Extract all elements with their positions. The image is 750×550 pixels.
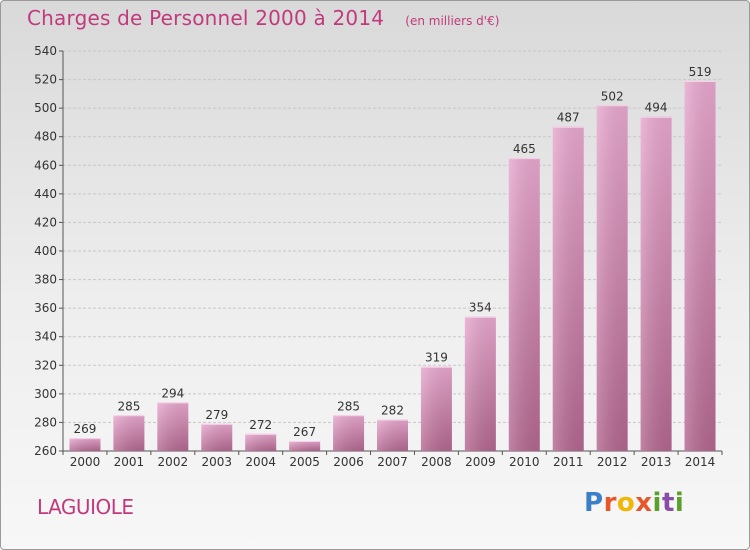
- logo-letter: o: [616, 488, 636, 518]
- logo-letter: r: [603, 488, 617, 518]
- data-label: 319: [425, 351, 448, 365]
- data-label: 354: [469, 301, 492, 315]
- bar-layer: [69, 81, 716, 452]
- logo-letter: P: [584, 488, 604, 518]
- x-tick-label: 2004: [245, 455, 276, 469]
- x-tick-label: 2014: [685, 455, 716, 469]
- bar-shade: [157, 402, 189, 451]
- x-tick-label: 2009: [465, 455, 496, 469]
- y-tick-label: 480: [34, 130, 57, 144]
- data-label: 272: [249, 418, 272, 432]
- bar-shade: [684, 81, 716, 451]
- bar-shade: [377, 419, 408, 451]
- label-layer: 2000 269 2001 285 2002 294 2003 279 2004 272 2005 2…: [70, 65, 716, 469]
- data-label: 465: [513, 142, 536, 156]
- bar-shade: [245, 433, 277, 451]
- x-tick-label: 2010: [509, 455, 540, 469]
- y-tick-label: 420: [34, 215, 57, 229]
- y-tick-label: 520: [34, 73, 57, 87]
- data-label: 285: [337, 399, 360, 413]
- bar-shade: [69, 438, 101, 451]
- x-tick-label: 2006: [333, 455, 364, 469]
- data-label: 269: [74, 422, 97, 436]
- x-tick-label: 2007: [377, 455, 408, 469]
- y-tick-label: 540: [34, 44, 57, 58]
- data-label: 519: [689, 65, 712, 79]
- data-label: 282: [381, 404, 404, 418]
- data-label: 487: [557, 111, 580, 125]
- bar-shade: [333, 415, 365, 451]
- bar-shade: [113, 415, 145, 451]
- y-tick-label: 400: [34, 244, 57, 258]
- y-tick-label: 380: [34, 273, 57, 287]
- bar-shade: [508, 158, 540, 451]
- x-tick-label: 2012: [597, 455, 628, 469]
- data-label: 267: [293, 425, 316, 439]
- commune-name: LAGUIOLE: [37, 495, 134, 519]
- x-tick-label: 2008: [421, 455, 452, 469]
- bar-shade: [201, 423, 233, 451]
- y-tick-label: 360: [34, 301, 57, 315]
- x-tick-label: 2005: [289, 455, 320, 469]
- chart-title: Charges de Personnel 2000 à 2014: [27, 6, 385, 30]
- y-tick-label: 460: [34, 158, 57, 172]
- data-label: 502: [601, 89, 624, 103]
- logo-letter: i: [674, 488, 685, 518]
- axis-layer: 260 280 300 320 340 360 380 400 420 440 460 480 500 5…: [34, 44, 723, 458]
- x-tick-label: 2011: [553, 455, 584, 469]
- x-tick-label: 2000: [70, 455, 101, 469]
- data-label: 279: [205, 408, 228, 422]
- proxiti-logo: Proxiti: [584, 488, 684, 518]
- bar-shade: [289, 441, 321, 451]
- y-tick-label: 500: [34, 101, 57, 115]
- bar-shade: [464, 316, 496, 451]
- logo-letter: x: [635, 488, 653, 518]
- bar-shade: [420, 366, 452, 451]
- x-tick-label: 2002: [158, 455, 189, 469]
- y-tick-label: 260: [34, 444, 57, 458]
- y-tick-label: 440: [34, 187, 57, 201]
- y-tick-label: 320: [34, 358, 57, 372]
- chart-subtitle: (en milliers d'€): [405, 14, 500, 28]
- bar-shade: [596, 105, 628, 452]
- logo-letter: i: [652, 488, 662, 518]
- y-tick-label: 300: [34, 387, 57, 401]
- data-label: 294: [161, 386, 184, 400]
- title-row: Charges de Personnel 2000 à 2014 (en mil…: [27, 6, 499, 30]
- y-tick-label: 280: [34, 415, 57, 429]
- data-label: 285: [117, 399, 140, 413]
- bar-shade: [552, 126, 584, 451]
- x-tick-label: 2003: [201, 455, 232, 469]
- data-label: 494: [645, 101, 668, 115]
- logo-letter: t: [661, 488, 675, 518]
- x-tick-label: 2001: [114, 455, 145, 469]
- x-tick-label: 2013: [641, 455, 672, 469]
- bar-shade: [640, 116, 672, 451]
- y-tick-label: 340: [34, 330, 57, 344]
